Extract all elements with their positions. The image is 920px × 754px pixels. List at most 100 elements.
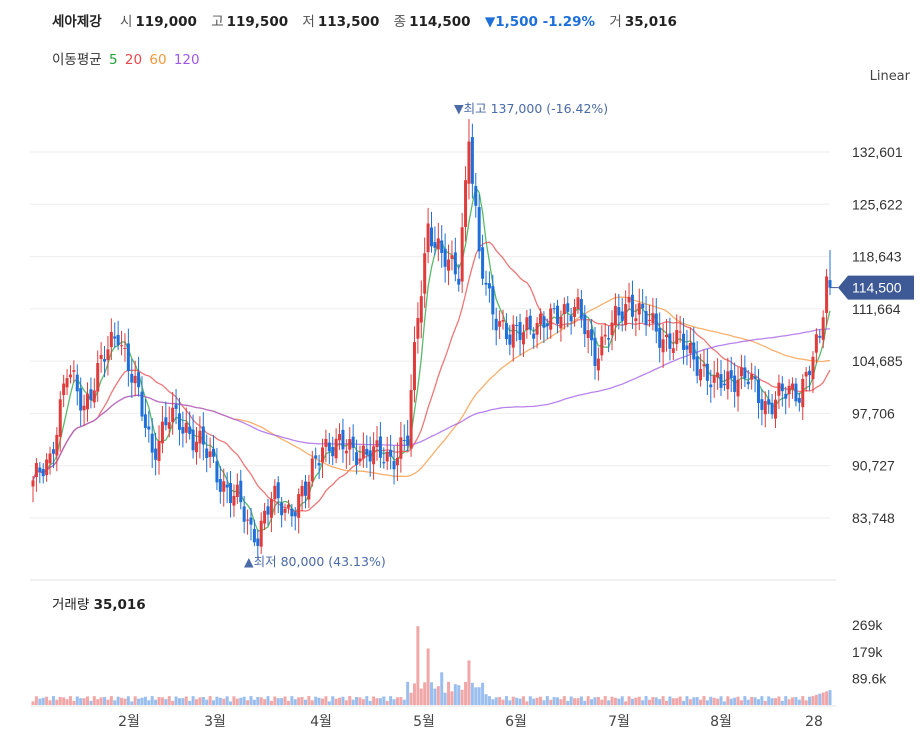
candle-body [654,313,658,332]
stock-name: 세아제강 [52,14,102,30]
volume-bar [600,699,604,705]
volume-bar [72,700,76,705]
candle-body [218,479,222,492]
candle-body [310,458,314,482]
volume-bar [777,696,781,705]
candle-body [89,389,93,400]
candle-body [736,379,740,397]
volume-bar [556,697,560,705]
scale-toggle[interactable]: Linear [869,69,910,84]
volume-bar [712,697,716,705]
volume-bar [263,699,267,705]
change-value: ▼1,500 -1.29% [484,14,596,30]
candle-body [671,348,675,353]
candle-body [525,317,529,331]
volume-bar [147,700,151,705]
candle-body [256,538,260,546]
volume-bar [286,700,290,705]
candle-body [634,318,638,322]
candle-body [705,363,709,381]
volume-bar [399,697,403,705]
volume-bar [818,693,822,705]
candle-body [34,463,38,478]
candle-body [487,283,491,289]
candle-body [549,308,553,330]
volume-bar [41,697,45,705]
candle-body [317,463,321,466]
candle-body [45,459,49,476]
candle-body [573,307,577,317]
y-tick-label: 97,706 [852,405,895,421]
candle-body [811,356,815,380]
ma-20-line [32,241,831,513]
volume-bar [722,701,726,705]
volume-bar [678,696,682,705]
volume-bar [784,696,788,705]
volume-bar [647,699,651,705]
candle-body [688,342,692,354]
candle-body [269,498,273,518]
volume-bar [641,700,645,705]
ma-legend[interactable]: 이동평균 5 20 60 120 [52,48,203,68]
candle-body [610,322,614,336]
candle-body [133,375,137,384]
volume-bar [338,697,342,705]
candle-body [627,296,631,303]
volume-bar [443,692,447,705]
low-annotation: ▲최저 80,000 (43.13%) [244,554,386,569]
candle-body [436,238,440,250]
candle-body [150,433,154,453]
volume-bars [30,626,836,707]
candle-body [596,358,600,371]
candle-body [481,247,485,279]
volume-bar [140,697,144,705]
candle-body [68,374,72,378]
candle-body [303,481,307,496]
x-tick-label: 4월 [310,714,332,730]
volume-bar [164,699,168,705]
volume-bar [801,696,805,705]
candle-body [569,315,573,322]
candle-body [695,356,699,376]
volume-bar [184,696,188,705]
close-label: 종 [393,14,407,30]
candle-body [784,393,788,399]
volume-bar [515,697,519,705]
candle-body [460,227,464,282]
candle-body [416,318,420,339]
volume-bar [651,696,655,705]
volume-bar [99,697,103,705]
y-tick-label: 104,685 [852,353,903,369]
volume-bar [702,696,706,705]
volume-bar [583,700,587,705]
volume-tick-label: 179k [852,644,883,660]
candle-body [498,321,502,327]
candle-body [351,436,355,448]
volume-bar [385,700,389,705]
volume-bar [501,699,505,705]
candle-body [532,333,536,339]
volume-bar [487,696,491,705]
candle-body [613,306,617,326]
volume-bar [75,696,79,705]
volume-tick-label: 89.6k [852,670,887,686]
y-tick-label: 132,601 [852,144,903,160]
candle-body [160,421,164,444]
volume-bar [504,696,508,705]
candle-body [385,451,389,462]
candle-body [443,248,447,267]
volume-bar [85,696,89,705]
candle-body [167,422,171,429]
candle-body [157,440,161,462]
candle-body [402,440,406,442]
candle-body [447,259,451,271]
volume-bar [491,699,495,705]
candle-body [603,334,607,337]
candle-body [273,485,277,500]
candle-body [259,520,263,547]
candle-body [79,388,83,411]
volume-bar [808,696,812,705]
candle-body [338,434,342,441]
volume-bar [736,696,740,705]
